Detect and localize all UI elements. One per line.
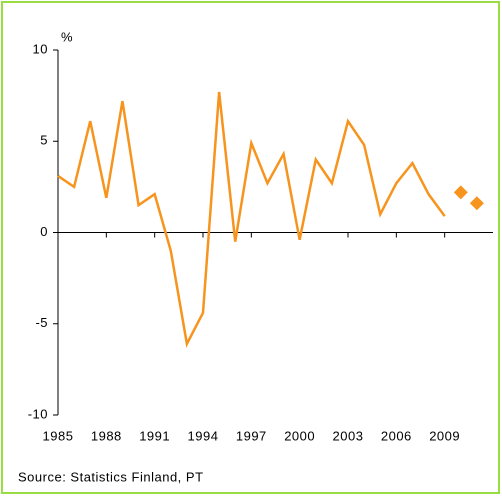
x-tick-label: 1985	[43, 428, 74, 443]
x-tick-label: 2006	[381, 428, 412, 443]
x-tick-label: 1991	[139, 428, 170, 443]
forecast-marker	[469, 196, 484, 211]
x-tick-label: 1988	[91, 428, 122, 443]
x-tick-label: 2003	[333, 428, 364, 443]
x-tick-label: 2009	[429, 428, 460, 443]
y-tick-label: 10	[33, 41, 48, 56]
forecast-marker	[453, 185, 468, 200]
y-tick-label: 5	[40, 133, 48, 148]
chart-frame	[1, 1, 500, 494]
x-tick-label: 2000	[284, 428, 315, 443]
y-tick-label: -10	[28, 406, 48, 421]
y-unit-label: %	[61, 29, 73, 44]
source-note: Source: Statistics Finland, PT	[18, 469, 204, 484]
x-tick-label: 1994	[188, 428, 219, 443]
x-tick-label: 1997	[236, 428, 267, 443]
y-tick-label: -5	[35, 315, 48, 330]
data-line	[57, 91, 446, 348]
y-tick-label: 0	[40, 224, 48, 239]
